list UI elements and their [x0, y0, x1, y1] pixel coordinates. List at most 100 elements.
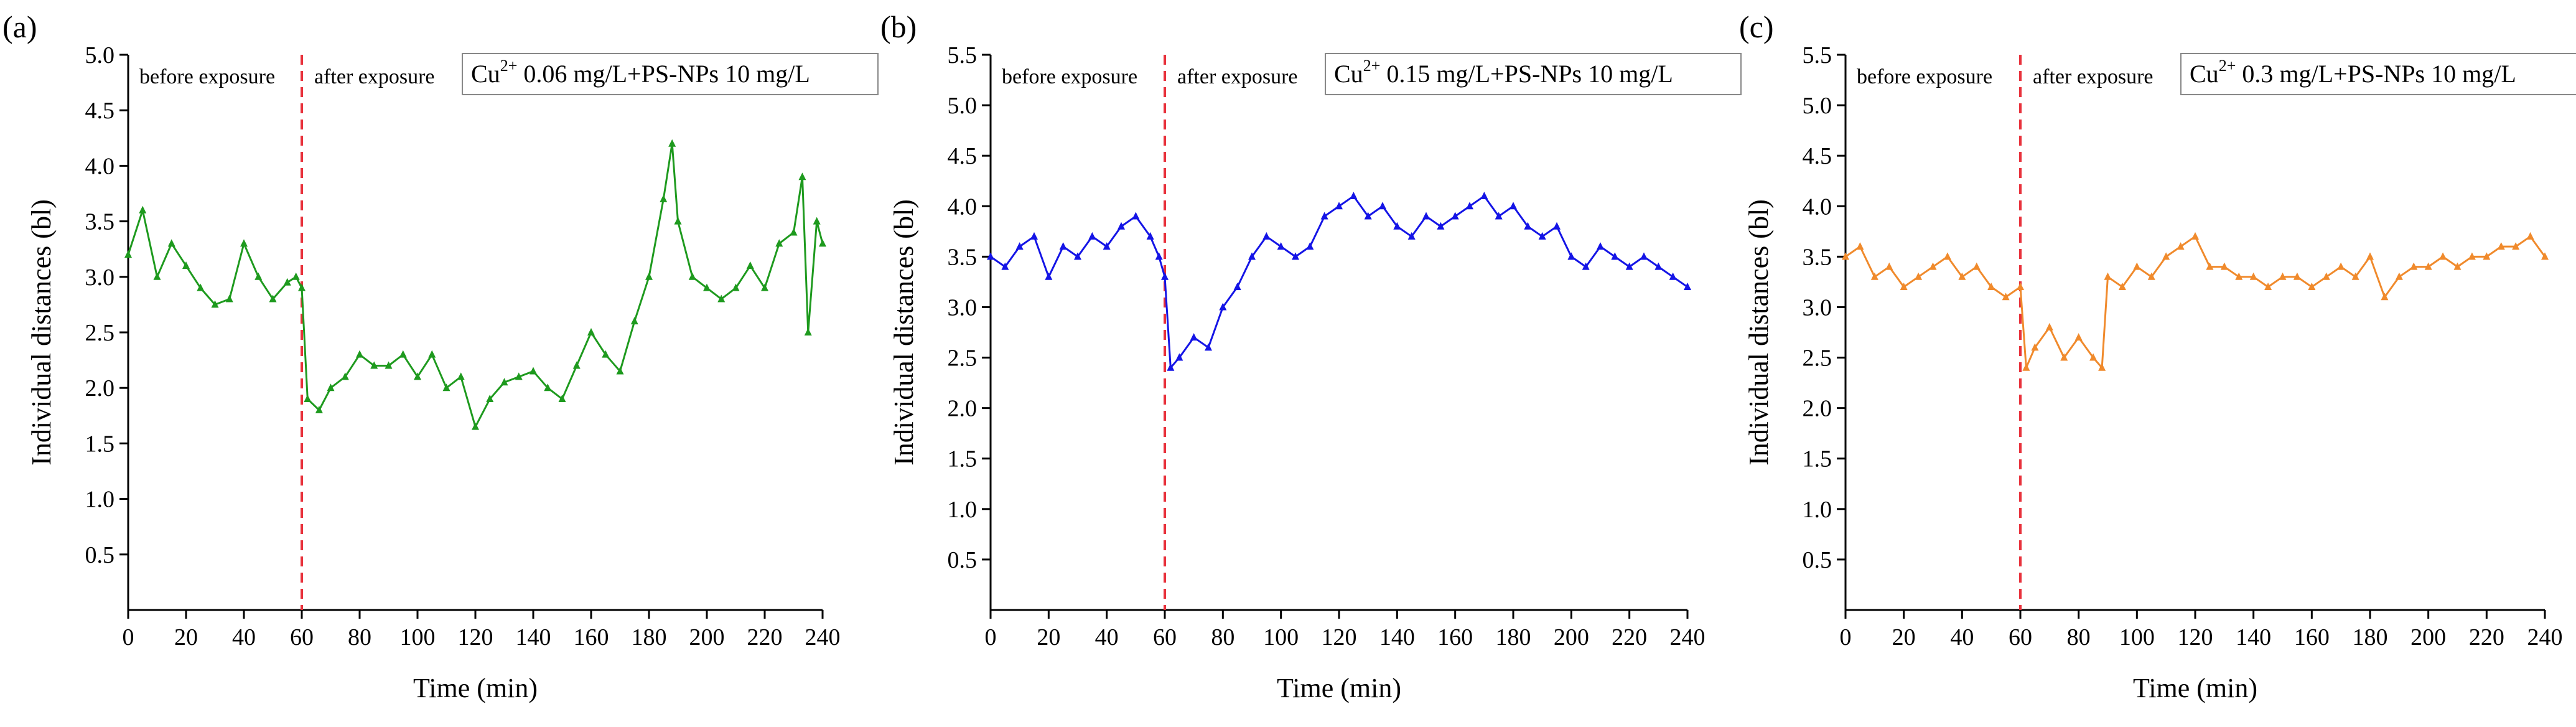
data-point [139, 205, 147, 213]
x-tick-label: 0 [985, 624, 997, 650]
data-point [688, 272, 696, 280]
data-point [1320, 212, 1328, 220]
legend: Cu2+ 0.3 mg/L+PS-NPs 10 mg/L [2180, 53, 2576, 95]
data-point [327, 383, 335, 392]
data-point [1146, 232, 1154, 240]
data-point [616, 367, 624, 375]
x-tick-label: 80 [348, 624, 371, 650]
data-point [292, 272, 300, 280]
data-point [530, 367, 537, 375]
data-point [1205, 343, 1212, 351]
y-tick-label: 5.0 [948, 93, 978, 119]
y-tick-label: 3.5 [85, 209, 115, 235]
data-point [717, 294, 726, 303]
x-tick-label: 160 [2294, 624, 2330, 650]
x-tick-label: 60 [290, 624, 314, 650]
x-tick-label: 160 [1437, 624, 1473, 650]
data-point [167, 239, 175, 247]
data-point [1219, 303, 1227, 311]
data-point [2098, 363, 2106, 371]
data-point [1437, 222, 1445, 230]
data-point [674, 217, 682, 225]
data-point [544, 383, 552, 392]
y-tick-label: 2.0 [948, 396, 978, 422]
legend-box [2180, 53, 2576, 95]
data-point [315, 405, 323, 413]
data-point [1393, 222, 1401, 230]
data-point [1943, 252, 1951, 260]
data-point [1987, 283, 1995, 291]
data-point [645, 272, 653, 280]
data-point [341, 372, 349, 380]
y-tick-label: 5.0 [85, 42, 115, 68]
data-point [2031, 343, 2039, 351]
x-tick-label: 200 [1554, 624, 1589, 650]
data-point [1870, 272, 1878, 280]
data-point [2337, 262, 2345, 270]
y-tick-label: 4.5 [948, 143, 978, 169]
data-point [1262, 232, 1271, 240]
data-point [304, 395, 312, 403]
x-tick-label: 60 [2009, 624, 2032, 650]
data-point [2308, 283, 2316, 291]
data-point [2089, 353, 2098, 361]
panel-label: (a) [2, 9, 37, 44]
legend-ion: Cu [1334, 60, 1363, 88]
series-0 [1842, 232, 2549, 371]
x-tick-label: 80 [1211, 624, 1234, 650]
data-point [2468, 252, 2476, 260]
after-exposure-label: after exposure [1177, 65, 1298, 88]
series-0 [987, 192, 1691, 371]
data-point [1001, 262, 1009, 270]
y-tick-label: 2.0 [1803, 396, 1832, 422]
data-point [414, 372, 421, 380]
legend-label: Cu2+ 0.06 mg/L+PS-NPs 10 mg/L [471, 57, 810, 88]
data-point [2017, 283, 2024, 291]
data-point [1407, 232, 1416, 240]
y-axis-title: Individual distances (bl) [1743, 199, 1774, 466]
data-point [1248, 252, 1256, 260]
data-point [987, 252, 994, 260]
legend-charge: 2+ [500, 57, 518, 75]
data-point [1175, 353, 1183, 361]
data-point [572, 361, 581, 369]
data-point [1625, 262, 1633, 270]
data-point [2060, 353, 2068, 361]
y-tick-label: 3.0 [85, 265, 115, 291]
data-point [1842, 252, 1849, 260]
data-point [1088, 232, 1096, 240]
data-point [1510, 202, 1517, 210]
data-point [2147, 272, 2155, 280]
data-point [2235, 272, 2243, 280]
data-point [2074, 333, 2083, 341]
data-point [1856, 242, 1864, 250]
series-line [127, 143, 824, 428]
x-tick-label: 20 [1037, 624, 1060, 650]
data-point [240, 239, 248, 247]
legend-box [1325, 53, 1742, 95]
data-point [2381, 293, 2389, 301]
data-point [2279, 272, 2287, 280]
x-tick-label: 20 [174, 624, 198, 650]
data-point [2351, 272, 2359, 280]
y-axis-title: Individual distances (bl) [26, 199, 57, 466]
data-point [2133, 262, 2141, 270]
data-point [2022, 363, 2030, 371]
data-point [804, 328, 812, 335]
x-tick-label: 140 [516, 624, 551, 650]
data-point [1074, 252, 1081, 260]
data-point [746, 261, 754, 269]
data-point [2206, 262, 2214, 270]
x-tick-label: 220 [1612, 624, 1647, 650]
data-point [1495, 212, 1503, 220]
legend-charge: 2+ [2219, 57, 2236, 75]
y-tick-label: 1.5 [85, 431, 115, 457]
data-point [2410, 262, 2418, 270]
data-point [1451, 212, 1459, 220]
data-point [587, 328, 595, 335]
y-tick-label: 3.5 [1803, 244, 1832, 270]
y-tick-label: 1.0 [948, 497, 978, 523]
x-axis-title: Time (min) [1277, 673, 1401, 703]
y-tick-label: 2.5 [85, 320, 115, 346]
data-point [1103, 242, 1111, 250]
